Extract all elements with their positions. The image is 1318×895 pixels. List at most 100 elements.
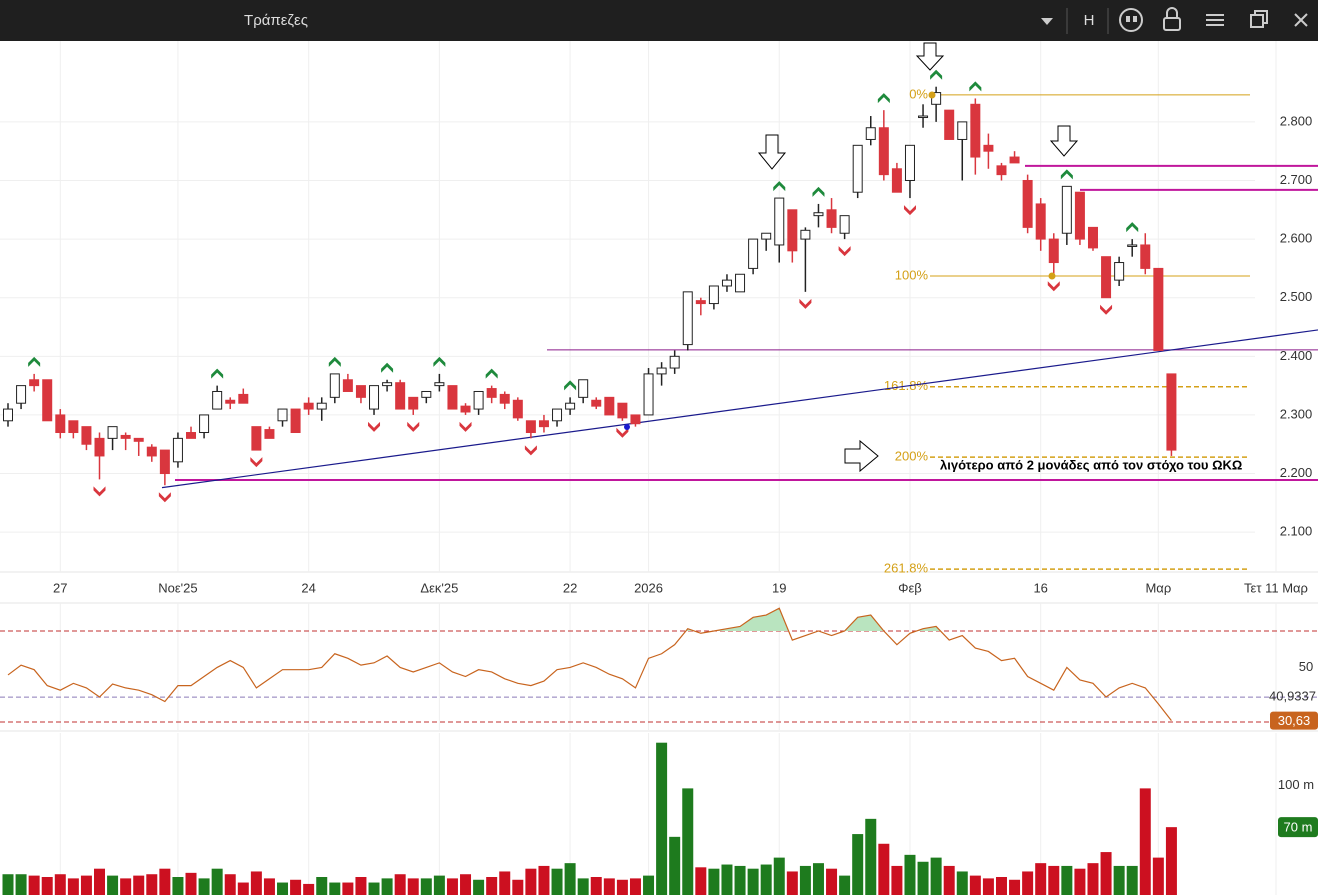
plot-layer: 2.100 2.200 2.300 2.400 2.500 2.600 2.700 2.800… [0, 41, 1318, 895]
candle-body [1035, 203, 1046, 240]
candle-body [552, 408, 563, 422]
y-tick-label: 2.300 [1280, 406, 1313, 421]
lock-button[interactable] [1163, 17, 1181, 31]
candle-body [918, 115, 929, 119]
volume-bar [185, 872, 197, 895]
volume-bar [943, 865, 955, 895]
candle-body [630, 414, 641, 425]
candle-body [565, 402, 576, 410]
fractal-up [877, 93, 890, 104]
fractal-down [407, 421, 420, 432]
candle-body [172, 437, 183, 463]
x-tick-label: Τετ 11 Μαρ [1244, 580, 1308, 595]
candle-body [525, 420, 536, 434]
volume-bar [80, 875, 92, 895]
candle-body [695, 300, 706, 305]
fractal-down [616, 427, 629, 438]
candle-body [669, 355, 680, 369]
y-tick-label: 2.500 [1280, 289, 1313, 304]
rsi-tick-label: 50 [1299, 659, 1313, 674]
candle-body [499, 393, 510, 404]
fib-label: 261.8% [884, 561, 929, 576]
volume-bar [708, 868, 720, 895]
candle-body [342, 379, 353, 392]
volume-bar [852, 834, 864, 895]
volume-bar [669, 836, 681, 895]
candle-body [29, 379, 40, 387]
fib-label: 200% [895, 449, 929, 464]
volume-bar [355, 877, 367, 895]
volume-bar [1113, 865, 1125, 895]
quote-button[interactable] [1119, 8, 1143, 32]
fractal-up [564, 380, 577, 391]
candle-body [538, 420, 549, 428]
rsi-line [7, 607, 1172, 721]
x-tick-label: 27 [53, 580, 67, 595]
rsi-fill [685, 608, 941, 631]
restore-button[interactable] [1250, 14, 1264, 28]
annotation-text: λιγότερο από 2 μονάδες από τον στόχο του… [940, 457, 1242, 472]
volume-bar [995, 877, 1007, 895]
candle-body [264, 429, 275, 439]
volume-bar [120, 878, 132, 895]
quote-icon [1133, 16, 1137, 22]
fractal-up [381, 362, 394, 373]
fractal-up [28, 356, 41, 367]
candle-body [970, 103, 981, 158]
volume-bar [616, 879, 628, 895]
volume-bar [799, 865, 811, 895]
candle-body [591, 399, 602, 407]
annotation-arrow [757, 134, 787, 170]
candle-body [800, 229, 811, 240]
volume-bar [1100, 852, 1112, 895]
volume-bar [473, 879, 485, 895]
volume-bar [590, 877, 602, 895]
fractal-up [1060, 169, 1073, 180]
volume-bar [1009, 879, 1021, 895]
volume-bar [839, 875, 851, 895]
volume-bar [277, 882, 289, 895]
trendline [161, 329, 1318, 489]
candle-body [290, 408, 301, 434]
fractal-down [1047, 281, 1060, 292]
volume-bar [878, 843, 890, 895]
volume-bar [812, 863, 824, 895]
fractal-down [903, 205, 916, 216]
volume-bar [1087, 863, 1099, 895]
candle-body [904, 144, 915, 181]
candle-body [94, 437, 105, 457]
close-button[interactable] [1294, 13, 1308, 27]
candle-body [996, 165, 1007, 176]
candle-body [199, 414, 210, 434]
candle-body [1140, 244, 1151, 269]
fractal-down [158, 492, 171, 503]
x-tick-label: 16 [1033, 580, 1047, 595]
volume-bar [342, 882, 354, 895]
candle-body [878, 127, 889, 176]
volume-bar [263, 878, 275, 895]
dropdown-button[interactable] [1041, 18, 1053, 25]
volume-bar [1035, 863, 1047, 895]
volume-bar [682, 788, 694, 895]
candle-body [1022, 179, 1033, 228]
menu-button[interactable] [1206, 14, 1224, 26]
candle-body [1114, 262, 1125, 281]
fractal-down [250, 457, 263, 468]
candle-body [957, 121, 968, 140]
fractal-up [773, 181, 786, 192]
candle-body [133, 437, 144, 442]
volume-bar [551, 868, 563, 895]
h-button[interactable]: H [1084, 12, 1095, 29]
volume-bar [786, 871, 798, 895]
x-tick-label: 19 [772, 580, 786, 595]
candle-body [774, 197, 785, 246]
fractal-up [211, 368, 224, 379]
volume-bar [486, 877, 498, 895]
fractal-up [485, 368, 498, 379]
candle-body [303, 402, 314, 410]
y-tick-label: 2.700 [1280, 172, 1313, 187]
volume-tick-label: 100 m [1278, 777, 1314, 792]
volume-bar [734, 865, 746, 895]
candle-body [852, 144, 863, 193]
